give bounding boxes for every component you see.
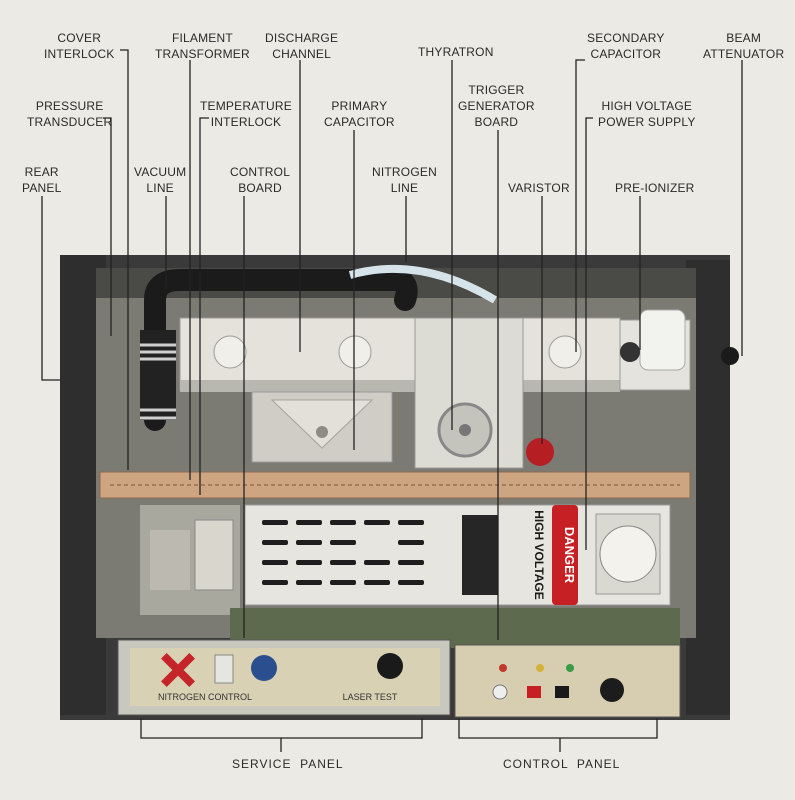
vent-slots	[262, 520, 424, 585]
leader-lines	[41, 49, 743, 752]
label-thyratron: THYRATRON	[418, 45, 494, 59]
label-temperature-interlock: TEMPERATURE INTERLOCK	[200, 99, 292, 129]
high-voltage-text: HIGH VOLTAGE	[532, 510, 546, 600]
label-nitrogen-line: NITROGEN LINE	[372, 165, 437, 195]
pre-ionizer-unit	[619, 309, 691, 391]
vacuum-hose	[144, 269, 418, 431]
label-filament-transformer: FILAMENT TRANSFORMER	[155, 31, 250, 61]
label-trigger-generator-board: TRIGGER GENERATOR BOARD	[458, 83, 535, 129]
label-pre-ionizer: PRE-IONIZER	[615, 181, 695, 195]
hv-power-supply: DANGER HIGH VOLTAGE	[244, 504, 671, 606]
label-pressure-transducer: PRESSURE TRANSDUCER	[27, 99, 113, 129]
beam-attenuator-knob	[721, 347, 739, 365]
copper-rail	[99, 471, 691, 499]
label-rear-panel: REAR PANEL	[22, 165, 62, 195]
label-discharge-channel: DISCHARGE CHANNEL	[265, 31, 339, 61]
varistor-disk	[526, 438, 554, 466]
thyratron-box	[414, 317, 524, 469]
primary-capacitor-plate	[251, 391, 393, 463]
valve-handle	[161, 653, 195, 687]
laser-test-text: LASER TEST	[343, 692, 398, 702]
service-panel: NITROGEN CONTROL LASER TEST	[117, 639, 451, 716]
discharge-channel-assembly	[179, 317, 621, 392]
control-panel	[454, 644, 681, 718]
label-high-voltage-power-supply: HIGH VOLTAGE POWER SUPPLY	[598, 99, 696, 129]
service-title-text: NITROGEN CONTROL	[158, 692, 252, 702]
label-varistor: VARISTOR	[508, 181, 570, 195]
label-service-panel: SERVICE PANEL	[232, 757, 344, 771]
label-secondary-capacitor: SECONDARY CAPACITOR	[587, 31, 665, 61]
label-primary-capacitor: PRIMARY CAPACITOR	[324, 99, 395, 129]
label-control-panel: CONTROL PANEL	[503, 757, 621, 771]
label-vacuum-line: VACUUM LINE	[134, 165, 187, 195]
hose-clamps	[140, 343, 176, 420]
label-beam-attenuator: BEAM ATTENUATOR	[703, 31, 785, 61]
lower-left-components	[140, 505, 240, 615]
danger-text: DANGER	[562, 527, 577, 584]
label-cover-interlock: COVER INTERLOCK	[44, 31, 115, 61]
nitrogen-tube	[348, 264, 498, 304]
label-control-board: CONTROL BOARD	[230, 165, 291, 195]
